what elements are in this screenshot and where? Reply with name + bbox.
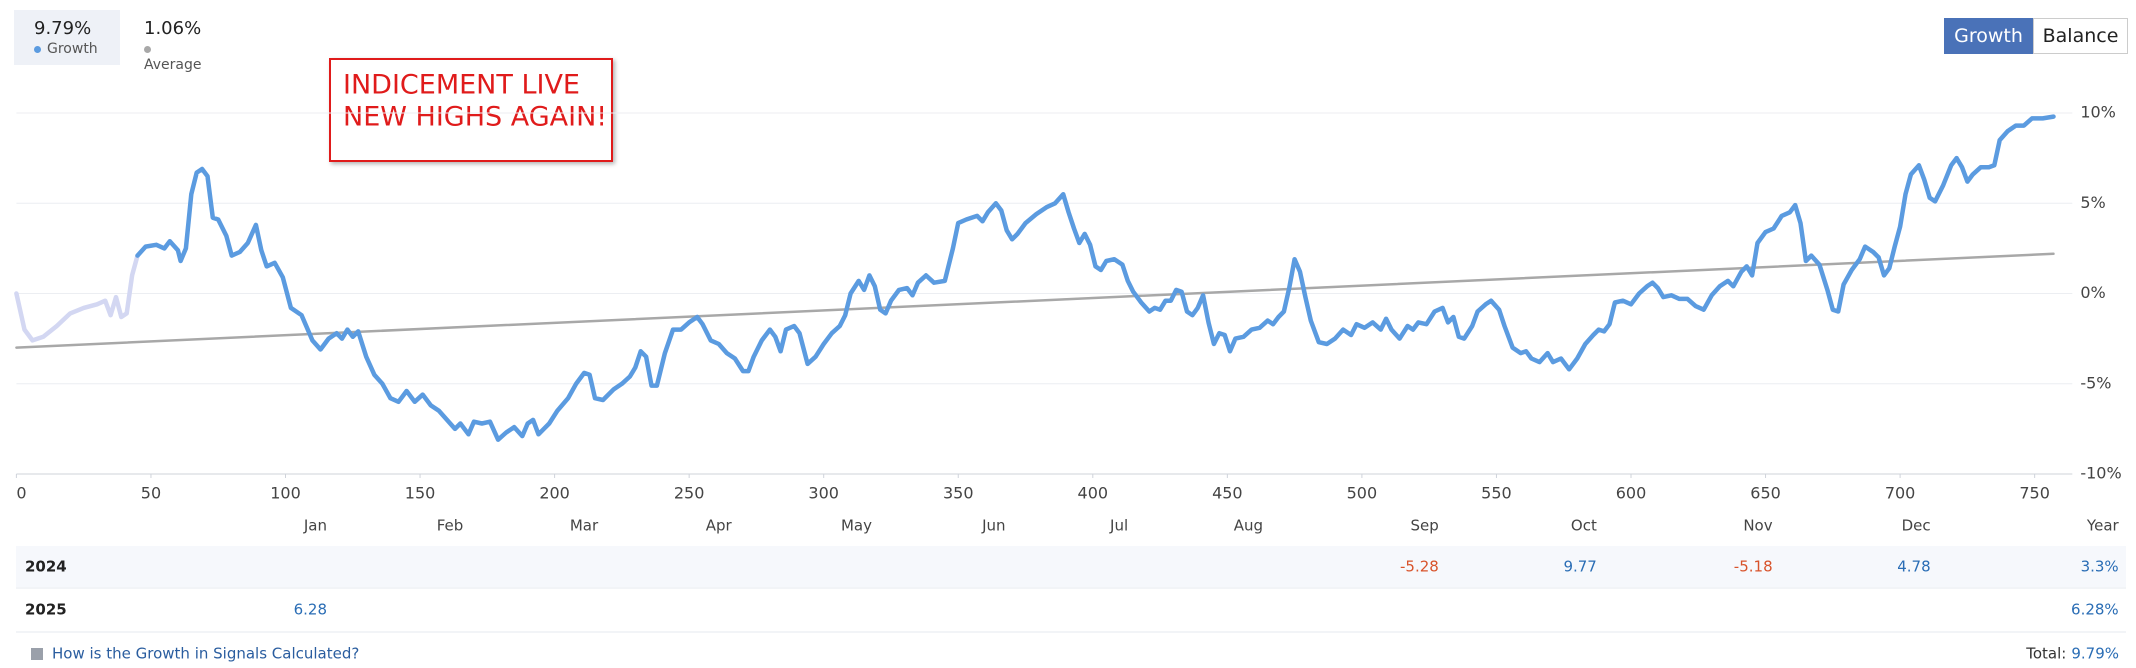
x-tick-label: 150 [405, 484, 436, 503]
dot [34, 45, 41, 53]
tab-label-text: Growth [47, 41, 98, 57]
tab-label: Growth [34, 41, 100, 57]
x-tick-label: 600 [1616, 484, 1647, 503]
table-cell: -5.18 [1734, 558, 1773, 576]
total-label: Total: [2025, 645, 2066, 663]
growth-button[interactable]: Growth [1944, 18, 2033, 54]
x-tick-label: 50 [141, 484, 161, 503]
month-label: Year [2086, 517, 2120, 535]
balance-button[interactable]: Balance [2033, 18, 2128, 54]
y-tick-label: -5% [2080, 373, 2111, 392]
table-cell: -5.28 [1400, 558, 1439, 576]
x-tick-label: 700 [1885, 484, 1916, 503]
month-label: Nov [1743, 517, 1772, 535]
annotation-line: INDICEMENT LIVE [343, 70, 580, 101]
row-band [16, 546, 2126, 587]
x-tick-label: 450 [1212, 484, 1243, 503]
month-label: Aug [1234, 517, 1263, 535]
month-label: Jan [303, 517, 327, 535]
x-tick-label: 300 [808, 484, 839, 503]
month-label: Jul [1109, 517, 1128, 535]
y-tick-label: 0% [2080, 283, 2105, 302]
tab-label-text: Average [144, 57, 202, 73]
tab-value: 1.06% [144, 18, 202, 39]
help-link: How is the Growth in Signals Calculated? [52, 645, 359, 663]
growth-tab[interactable]: 9.79% Growth [14, 10, 120, 65]
tab-label: Average [144, 41, 214, 73]
month-label: Mar [570, 517, 599, 535]
month-label: Feb [437, 517, 464, 535]
x-tick-label: 100 [270, 484, 301, 503]
tab-value: 9.79% [34, 18, 92, 39]
year-label: 2024 [25, 558, 67, 576]
month-label: Sep [1411, 517, 1439, 535]
year-label: 2025 [25, 601, 67, 619]
month-label: Oct [1571, 517, 1597, 535]
annotation-line: NEW HIGHS AGAIN! [343, 102, 607, 133]
x-tick-label: 550 [1481, 484, 1512, 503]
line [15, 252, 2055, 349]
dot [144, 45, 151, 53]
y-tick-label: -10% [2080, 464, 2121, 483]
table-cell: 9.77 [1563, 558, 1596, 576]
month-label: Dec [1902, 517, 1931, 535]
y-tick-label: 10% [2080, 103, 2116, 122]
help-icon [31, 648, 43, 660]
table-cell: 3.3% [2081, 558, 2119, 576]
total-value: 9.79% [2071, 645, 2119, 663]
x-tick-label: 0 [16, 484, 26, 503]
table-cell: 6.28 [294, 601, 327, 619]
table-cell: 4.78 [1897, 558, 1930, 576]
x-tick-label: 200 [539, 484, 570, 503]
x-tick-label: 350 [943, 484, 974, 503]
x-tick-label: 500 [1347, 484, 1378, 503]
line [14, 253, 140, 343]
x-tick-label: 750 [2019, 484, 2050, 503]
x-tick-label: 250 [674, 484, 705, 503]
month-label: Jun [981, 517, 1005, 535]
average-tab[interactable]: 1.06% Average [124, 10, 234, 73]
annotation-box [329, 58, 613, 162]
x-tick-label: 400 [1078, 484, 1109, 503]
y-tick-label: 5% [2080, 193, 2105, 212]
month-label: Apr [706, 517, 733, 535]
x-tick-label: 650 [1750, 484, 1781, 503]
table-cell: 6.28% [2071, 601, 2119, 619]
line [135, 114, 2056, 442]
month-label: May [841, 517, 872, 535]
